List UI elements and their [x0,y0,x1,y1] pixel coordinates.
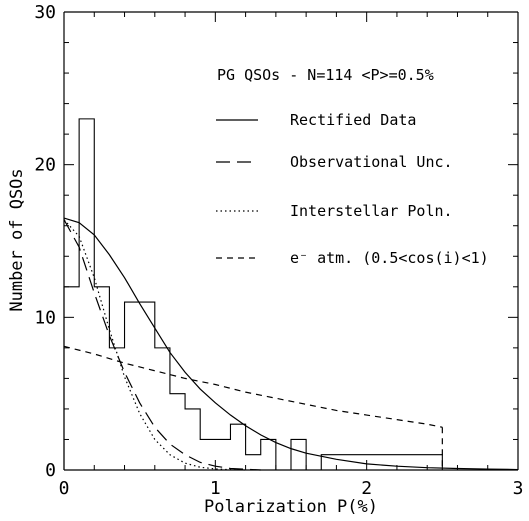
x-tick-label: 2 [361,478,372,499]
y-tick-label: 0 [45,460,56,481]
x-tick-label: 3 [513,478,524,499]
series-line-1 [63,219,261,471]
legend-label-0: Rectified Data [290,111,416,129]
histogram-outline [63,118,443,471]
x-axis-label: Polarization P(%) [204,497,378,517]
legend: Rectified Data Observational Unc. Interste… [216,111,489,267]
legend-label-2: Interstellar Poln. [290,202,453,220]
inline-chart-title: PG QSOs - N=114 <P>=0.5% [217,66,434,84]
series-line-0 [63,217,519,471]
x-tick-label: 1 [210,478,221,499]
y-tick-label: 30 [34,2,56,23]
y-tick-label: 20 [34,155,56,176]
y-tick-label: 10 [34,307,56,328]
x-tick-label: 0 [59,478,70,499]
histogram-layer [63,118,443,471]
legend-label-3: e⁻ atm. (0.5<cos(i)<1) [290,249,489,267]
y-axis-label: Number of QSOs [7,168,27,311]
legend-label-1: Observational Unc. [290,153,453,171]
series-line-3 [63,345,443,428]
series-line-2 [63,219,246,471]
series-layer [63,217,519,471]
